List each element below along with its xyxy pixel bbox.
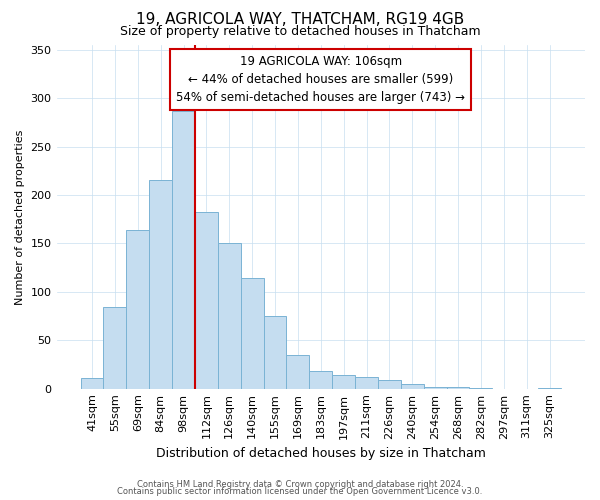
Bar <box>241 278 263 388</box>
Bar <box>355 377 378 388</box>
Bar <box>310 372 332 388</box>
Text: Contains HM Land Registry data © Crown copyright and database right 2024.: Contains HM Land Registry data © Crown c… <box>137 480 463 489</box>
Bar <box>195 212 218 388</box>
Bar <box>149 180 172 388</box>
Bar <box>127 230 149 388</box>
Bar <box>378 380 401 388</box>
Bar <box>446 386 469 388</box>
Bar <box>401 384 424 388</box>
Text: 19, AGRICOLA WAY, THATCHAM, RG19 4GB: 19, AGRICOLA WAY, THATCHAM, RG19 4GB <box>136 12 464 28</box>
Text: 19 AGRICOLA WAY: 106sqm
← 44% of detached houses are smaller (599)
54% of semi-d: 19 AGRICOLA WAY: 106sqm ← 44% of detache… <box>176 56 465 104</box>
Bar <box>218 244 241 388</box>
X-axis label: Distribution of detached houses by size in Thatcham: Distribution of detached houses by size … <box>156 447 486 460</box>
Bar <box>80 378 103 388</box>
Bar <box>424 386 446 388</box>
Text: Contains public sector information licensed under the Open Government Licence v3: Contains public sector information licen… <box>118 487 482 496</box>
Bar <box>103 308 127 388</box>
Bar <box>172 111 195 388</box>
Bar <box>332 375 355 388</box>
Text: Size of property relative to detached houses in Thatcham: Size of property relative to detached ho… <box>119 25 481 38</box>
Y-axis label: Number of detached properties: Number of detached properties <box>15 129 25 304</box>
Bar <box>286 355 310 388</box>
Bar <box>263 316 286 388</box>
